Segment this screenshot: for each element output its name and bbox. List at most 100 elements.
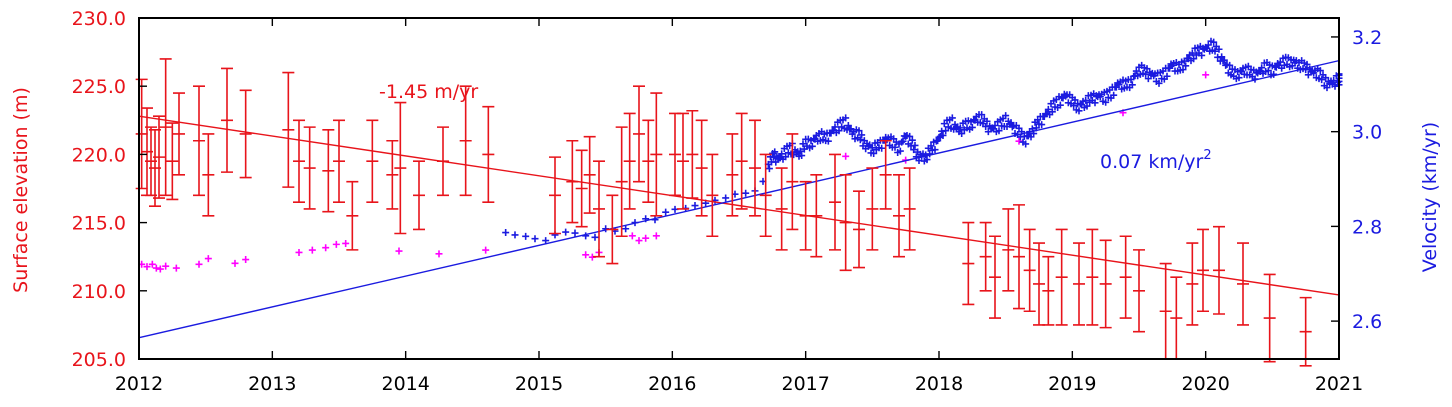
elevation-errorbar bbox=[366, 119, 379, 203]
velocity-point bbox=[502, 229, 510, 237]
elevation-errorbar bbox=[282, 71, 295, 188]
elevation-errorbar bbox=[633, 85, 645, 183]
elevation-errorbar bbox=[193, 85, 205, 197]
y-left-tick-label: 215.0 bbox=[72, 213, 126, 235]
velocity-point bbox=[956, 124, 964, 132]
velocity-point bbox=[1188, 49, 1196, 57]
velocity-point bbox=[1038, 121, 1046, 129]
velocity-point bbox=[927, 142, 935, 150]
velocity-alt-point bbox=[1202, 71, 1210, 79]
velocity-point bbox=[878, 144, 886, 152]
elevation-errorbar bbox=[549, 156, 561, 235]
elevation-errorbar bbox=[346, 180, 359, 251]
velocity-point bbox=[1211, 47, 1219, 55]
velocity-point bbox=[1220, 56, 1228, 64]
elevation-errorbar bbox=[893, 174, 905, 258]
velocity-point bbox=[958, 130, 966, 138]
velocity-point bbox=[798, 152, 806, 160]
velocity-alt-point bbox=[156, 265, 164, 273]
velocity-point bbox=[1048, 108, 1056, 116]
elevation-trend-line bbox=[138, 115, 1340, 296]
y-right-tick-label: 2.8 bbox=[1352, 216, 1382, 238]
elevation-errorbar bbox=[623, 112, 636, 210]
velocity-point bbox=[1102, 98, 1110, 106]
velocity-point bbox=[622, 225, 630, 233]
velocity-point bbox=[1322, 74, 1330, 82]
velocity-point bbox=[934, 137, 942, 145]
elevation-errorbar bbox=[166, 122, 179, 201]
velocity-alt-point bbox=[295, 248, 303, 256]
velocity-point bbox=[942, 127, 950, 135]
elevation-errorbar bbox=[839, 174, 852, 272]
velocity-alt-point bbox=[152, 264, 160, 272]
x-tick-label: 2019 bbox=[1048, 373, 1096, 395]
velocity-point bbox=[983, 117, 991, 125]
velocity-trend-annotation: 0.07 km/yr2 bbox=[1100, 148, 1212, 173]
x-tick-label: 2015 bbox=[515, 373, 563, 395]
elevation-errorbar bbox=[1055, 228, 1068, 326]
velocity-point bbox=[1155, 79, 1163, 87]
velocity-point bbox=[858, 131, 866, 139]
elevation-errorbar bbox=[1042, 255, 1055, 326]
velocity-point bbox=[1128, 81, 1136, 89]
velocity-alt-point bbox=[842, 152, 850, 160]
velocity-point bbox=[742, 189, 750, 197]
x-tick-label: 2012 bbox=[115, 373, 163, 395]
elevation-errorbar bbox=[726, 133, 739, 217]
velocity-point bbox=[582, 232, 590, 240]
y-left-tick-label: 225.0 bbox=[72, 76, 126, 98]
velocity-point bbox=[1062, 92, 1070, 100]
velocity-point bbox=[1071, 96, 1079, 104]
velocity-alt-point bbox=[231, 259, 239, 267]
y-left-tick-label: 210.0 bbox=[72, 281, 126, 303]
velocity-alt-point bbox=[242, 256, 250, 264]
velocity-alt-point bbox=[332, 240, 340, 248]
elevation-errorbar bbox=[695, 119, 708, 217]
elevation-errorbar bbox=[642, 119, 655, 203]
elevation-errorbar bbox=[735, 112, 748, 210]
velocity-point bbox=[1210, 38, 1218, 46]
velocity-point bbox=[1270, 70, 1278, 78]
velocity-point bbox=[799, 140, 807, 148]
velocity-alt-point bbox=[148, 260, 156, 268]
velocity-point bbox=[855, 127, 863, 135]
elevation-errorbar bbox=[1099, 239, 1112, 329]
elevation-errorbar bbox=[149, 129, 161, 208]
velocity-alt-point bbox=[143, 263, 151, 271]
elevation-errorbar bbox=[173, 92, 185, 176]
velocity-point bbox=[531, 235, 539, 243]
velocity-point bbox=[1276, 58, 1284, 66]
velocity-alt-point bbox=[308, 246, 316, 254]
elevation-errorbar bbox=[303, 126, 316, 210]
velocity-point bbox=[842, 114, 850, 122]
velocity-point bbox=[1056, 101, 1064, 109]
velocity-point bbox=[1226, 61, 1234, 69]
elevation-errorbar bbox=[866, 167, 879, 251]
elevation-errorbar bbox=[413, 160, 425, 231]
y-right-tick-label: 2.6 bbox=[1352, 311, 1382, 333]
velocity-point bbox=[995, 127, 1003, 135]
velocity-point bbox=[808, 142, 816, 150]
velocity-trend-line bbox=[138, 59, 1340, 339]
velocity-point bbox=[1070, 102, 1078, 110]
velocity-alt-point bbox=[628, 232, 636, 240]
elevation-errorbar bbox=[650, 92, 663, 217]
velocity-point bbox=[939, 131, 947, 139]
velocity-point bbox=[1083, 102, 1091, 110]
velocity-alt-point bbox=[195, 260, 203, 268]
elevation-errorbar bbox=[879, 139, 892, 210]
velocity-point bbox=[911, 141, 919, 149]
velocity-point bbox=[1144, 75, 1152, 83]
elevation-errorbar bbox=[1213, 225, 1225, 315]
elevation-errorbar bbox=[293, 119, 305, 203]
elevation-errorbar bbox=[593, 160, 605, 258]
velocity-alt-point bbox=[482, 246, 490, 254]
velocity-point bbox=[571, 229, 579, 237]
elevation-errorbar bbox=[799, 180, 812, 251]
velocity-point bbox=[1323, 84, 1331, 92]
velocity-alt-point bbox=[162, 262, 170, 270]
velocity-point bbox=[1264, 67, 1272, 75]
elevation-errorbar bbox=[615, 126, 628, 238]
velocity-point bbox=[1082, 96, 1090, 104]
